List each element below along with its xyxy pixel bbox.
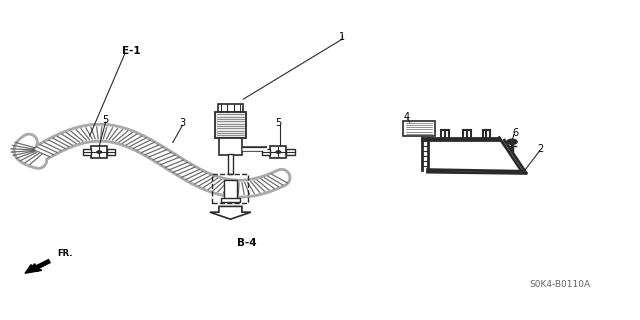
Bar <box>212 174 248 203</box>
Bar <box>224 180 237 201</box>
Text: 1: 1 <box>339 32 346 42</box>
Circle shape <box>97 151 102 153</box>
Text: 6: 6 <box>512 128 518 138</box>
Text: S0K4-B0110A: S0K4-B0110A <box>529 280 591 289</box>
Bar <box>270 146 287 158</box>
Bar <box>262 149 270 155</box>
Text: E-1: E-1 <box>122 46 141 56</box>
Bar <box>218 104 243 112</box>
Bar <box>215 112 246 138</box>
Circle shape <box>507 139 517 144</box>
Bar <box>287 149 294 155</box>
Text: 2: 2 <box>538 144 544 154</box>
Text: 3: 3 <box>179 118 186 128</box>
Bar <box>219 138 241 155</box>
Bar <box>83 149 91 155</box>
Text: FR.: FR. <box>58 249 73 258</box>
Text: 5: 5 <box>102 115 109 125</box>
Text: 4: 4 <box>403 112 410 122</box>
Bar <box>108 149 115 155</box>
Polygon shape <box>210 206 251 219</box>
Polygon shape <box>25 265 42 273</box>
Circle shape <box>276 151 281 153</box>
Bar <box>221 198 240 202</box>
Bar <box>228 154 233 174</box>
Text: B-4: B-4 <box>237 238 256 248</box>
Bar <box>91 146 108 158</box>
Text: 5: 5 <box>275 118 282 128</box>
Bar <box>403 121 435 136</box>
